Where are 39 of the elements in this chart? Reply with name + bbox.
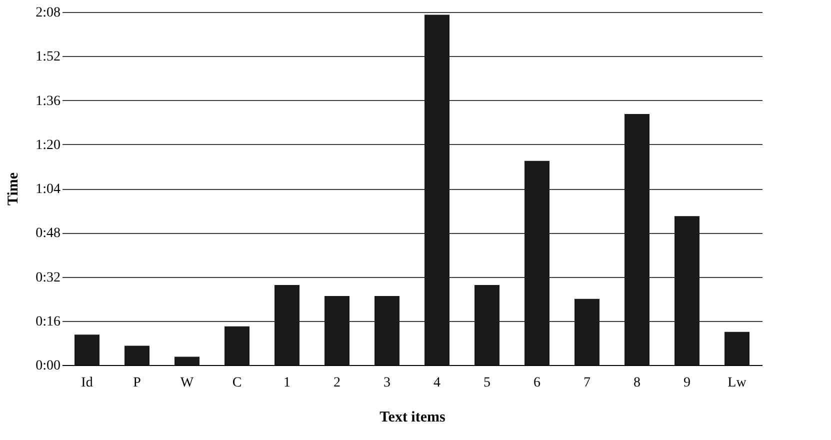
x-tick-label: 5 [484, 376, 490, 390]
x-tick-label: 6 [534, 376, 540, 390]
y-tick-label: 0:48 [36, 226, 60, 242]
x-tick-label: W [180, 376, 194, 390]
x-tick-label: 8 [634, 376, 640, 390]
x-tick-label: Id [81, 376, 93, 390]
bar [274, 285, 300, 365]
bar [324, 296, 350, 365]
bar [124, 346, 150, 365]
bar [624, 114, 650, 365]
y-tick-label: 0:32 [36, 270, 60, 286]
x-axis-title: Text items [380, 410, 446, 426]
y-tick-label: 0:16 [36, 314, 60, 330]
x-tick-label: Lw [728, 376, 748, 390]
bar [374, 296, 400, 365]
y-tick-label: 1:36 [36, 94, 60, 109]
bar [524, 160, 550, 365]
y-tick-label: 0:00 [36, 358, 60, 374]
x-tick-label: 7 [584, 376, 590, 390]
bar [574, 298, 600, 365]
x-tick-label: 3 [384, 376, 390, 390]
bar [724, 332, 750, 365]
x-tick-label: 4 [434, 376, 440, 390]
y-tick-label: 1:20 [36, 138, 60, 153]
y-tick-label: 2:08 [36, 6, 60, 20]
x-tick-label: 1 [284, 376, 290, 390]
bar [174, 356, 200, 365]
bar [674, 216, 700, 365]
bar [224, 326, 250, 365]
x-tick-label: P [133, 376, 142, 390]
x-tick-label: 9 [684, 376, 690, 390]
y-tick-label: 1:04 [36, 182, 60, 197]
y-tick-label: 1:52 [36, 50, 60, 65]
bar [424, 14, 450, 365]
y-axis-title: Time [6, 172, 22, 206]
bar [474, 285, 500, 365]
x-tick-label: 2 [334, 376, 340, 390]
x-tick-label: C [232, 376, 242, 390]
bar [74, 334, 100, 365]
